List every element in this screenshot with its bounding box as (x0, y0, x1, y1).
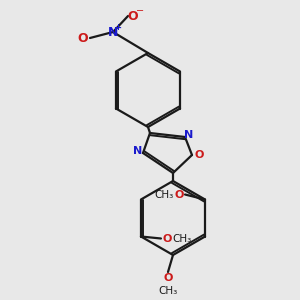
Text: N: N (108, 26, 118, 38)
Text: O: O (78, 32, 88, 44)
Text: O: O (163, 273, 173, 283)
Text: O: O (128, 10, 138, 22)
Text: O: O (174, 190, 184, 200)
Text: CH₃: CH₃ (158, 286, 178, 296)
Text: CH₃: CH₃ (172, 233, 192, 244)
Text: CH₃: CH₃ (154, 190, 174, 200)
Text: +: + (115, 22, 122, 32)
Text: −: − (136, 6, 144, 16)
Text: O: O (162, 233, 172, 244)
Text: O: O (194, 150, 204, 160)
Text: N: N (134, 146, 142, 156)
Text: N: N (184, 130, 194, 140)
